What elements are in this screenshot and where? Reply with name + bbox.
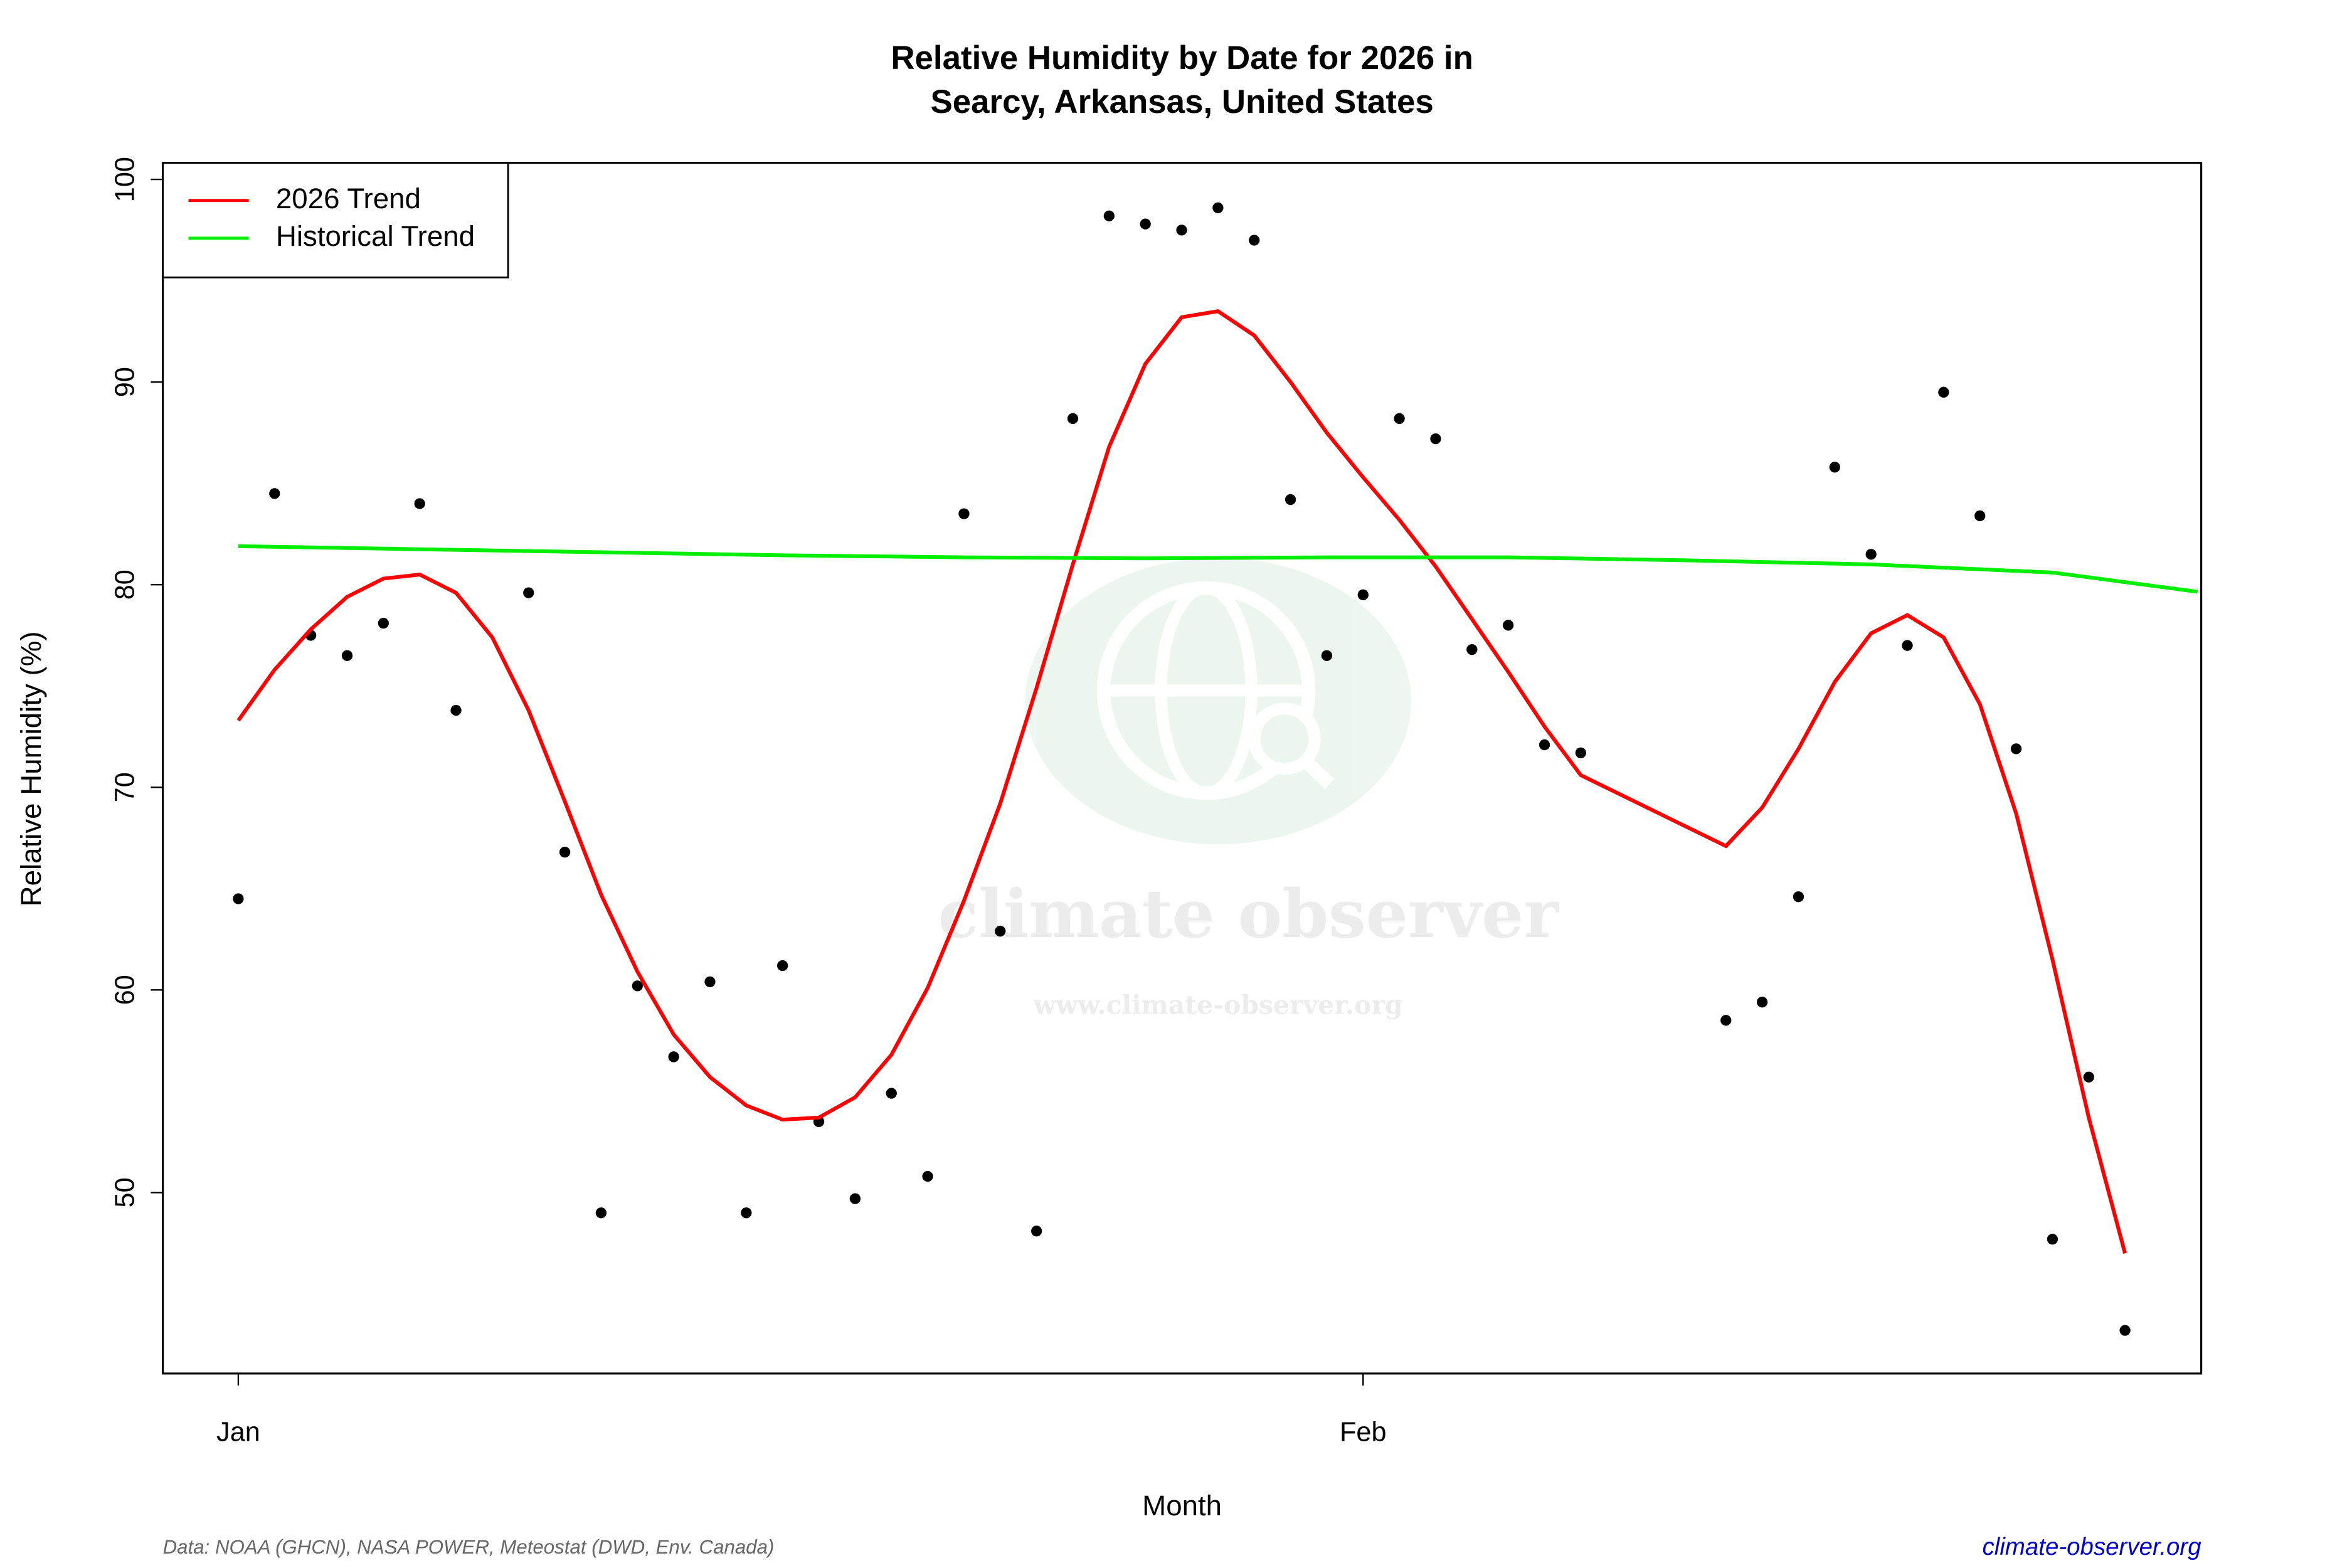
data-point (341, 650, 353, 661)
x-tick-label: Feb (1340, 1417, 1387, 1447)
data-point (1720, 1015, 1732, 1026)
watermark-lens (1248, 702, 1321, 775)
data-point (777, 960, 788, 972)
y-tick-label: 60 (110, 975, 140, 1005)
data-point (704, 976, 716, 988)
site-link[interactable]: climate-observer.org (1983, 1534, 2202, 1560)
data-point (1575, 747, 1587, 759)
data-point (632, 980, 643, 992)
data-point (1539, 739, 1550, 751)
data-point (1756, 997, 1768, 1008)
legend-box (162, 162, 509, 278)
data-point (559, 847, 571, 858)
data-point (2083, 1071, 2094, 1083)
watermark-url: www.climate-observer.org (1033, 990, 1403, 1020)
data-point (233, 893, 244, 904)
legend-label: 2026 Trend (276, 183, 421, 215)
data-point (741, 1207, 752, 1219)
data-point (1249, 235, 1260, 246)
data-point (1103, 210, 1115, 221)
y-tick-label: 90 (110, 367, 140, 397)
source-note: Data: NOAA (GHCN), NASA POWER, Meteostat… (163, 1536, 775, 1558)
data-point (1030, 1226, 1042, 1237)
trend-line (236, 309, 2127, 1254)
data-point (886, 1088, 897, 1099)
data-point (1466, 644, 1478, 655)
data-point (958, 508, 970, 519)
legend-label: Historical Trend (276, 220, 475, 252)
data-point (1140, 218, 1151, 230)
data-point (1503, 620, 1514, 631)
data-point (1212, 202, 1224, 213)
data-point (2119, 1325, 2131, 1336)
data-point (1067, 413, 1079, 424)
data-point (922, 1170, 933, 1182)
data-point (378, 617, 389, 629)
data-point (1285, 494, 1296, 506)
watermark-badge (1025, 558, 1411, 845)
data-point (2047, 1234, 2058, 1245)
x-tick-label: Jan (216, 1417, 260, 1447)
x-axis-label: Month (1142, 1490, 1222, 1522)
data-point (849, 1193, 861, 1204)
chart-title: Searcy, Arkansas, United States (930, 83, 1433, 120)
data-point (269, 488, 280, 499)
plot-frame (162, 162, 2203, 1375)
data-point (668, 1051, 679, 1062)
y-axis-label: Relative Humidity (%) (15, 632, 47, 907)
data-point (450, 704, 462, 716)
data-point (1394, 413, 1405, 424)
watermark: climate observer www.climate-observer.or… (938, 558, 1560, 1020)
chart-title: Relative Humidity by Date for 2026 in (891, 40, 1473, 77)
data-point (414, 498, 425, 509)
y-tick-label: 70 (110, 772, 140, 802)
y-tick-label: 50 (110, 1177, 140, 1207)
data-point (1902, 640, 1913, 651)
y-tick-label: 80 (110, 569, 140, 600)
data-point (595, 1207, 607, 1219)
data-point (1829, 462, 1840, 473)
data-point (2010, 743, 2022, 755)
data-point (1357, 589, 1369, 601)
data-point (1430, 433, 1441, 445)
data-point (1321, 650, 1333, 661)
data-point (1176, 225, 1187, 236)
y-tick-label: 100 (110, 157, 140, 202)
data-point (1938, 386, 1949, 398)
data-point (1793, 891, 1804, 903)
data-point (1974, 510, 1986, 522)
data-point (995, 926, 1006, 937)
data-point (1865, 549, 1877, 560)
watermark-lens (1301, 756, 1335, 789)
trend-line (238, 544, 2198, 594)
data-point (523, 587, 534, 598)
watermark-text: climate observer (938, 875, 1560, 953)
